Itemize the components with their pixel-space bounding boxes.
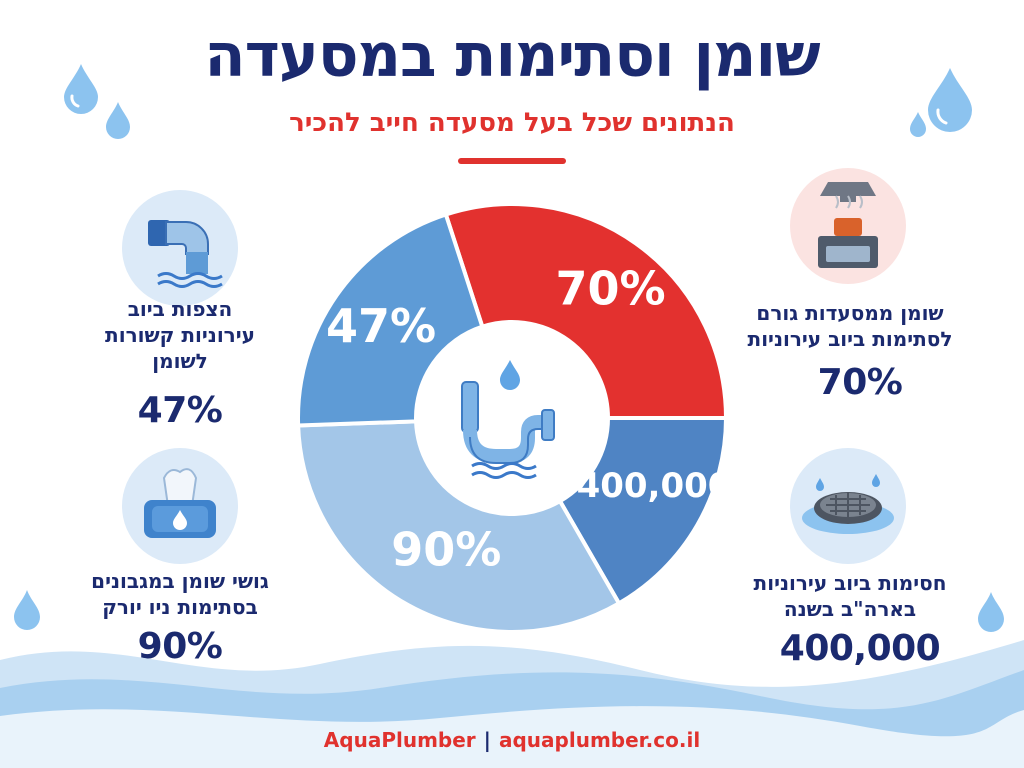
sewer-overflows-value: 47% [137,390,223,431]
water-drop-icon [928,68,972,132]
wipes-icon [122,448,238,564]
donut-slice-label: 70% [555,261,665,315]
page-title: שומן וסתימות במסעדה [204,21,820,91]
water-waves [0,640,1024,768]
sewer-overflows-line3: לשומן [152,349,208,373]
stove-icon [790,168,906,284]
blockages-line1: חסימות ביוב עירוניות [753,571,947,595]
grease-wipes-line2: בסתימות ניו יורק [102,595,258,619]
grease-wipes-line1: גושי שומן במגבונים [91,569,269,593]
footer-website-link[interactable]: aquaplumber.co.il [498,728,701,752]
title-divider [458,158,566,164]
pipe-outflow-icon [122,190,238,306]
blockages-label: חסימות ביוב עירוניות בארה"ב בשנה [730,570,970,622]
donut-hole [416,322,608,514]
restaurant-grease-line1: שומן ממסעדות גורם [756,301,944,325]
drain-pipe-icon [461,360,555,479]
water-drop-icon [106,102,130,139]
blockages-value: 400,000 [779,628,941,669]
water-drop-icon [910,112,926,137]
sewer-overflows-line1: הצפות ביוב [127,297,233,321]
footer: AquaPlumber | aquaplumber.co.il [0,728,1024,752]
water-drop-icon [64,64,98,114]
donut-slice-label: 400,000 [577,466,728,506]
restaurant-grease-value: 70% [817,362,903,403]
grease-wipes-label: גושי שומן במגבונים בסתימות ניו יורק [72,568,288,620]
donut-chart: 70% 400,000 90% 47% [296,202,731,634]
donut-slice-label: 90% [391,522,501,576]
donut-chart-svg: 70% 400,000 90% 47% [296,202,731,634]
sewer-overflows-label: הצפות ביוב עירוניות קשורות לשומן [92,296,268,374]
page-subtitle: הנתונים שכל בעל מסעדה חייב להכיר [289,108,735,138]
footer-brand: AquaPlumber [323,728,476,752]
restaurant-grease-label: שומן ממסעדות גורם לסתימות ביוב עירוניות [730,300,970,352]
footer-separator: | [483,728,491,752]
restaurant-grease-line2: לסתימות ביוב עירוניות [747,327,953,351]
sewer-overflows-line2: עירוניות קשורות [105,323,255,347]
water-drop-icon [978,592,1004,632]
donut-slice-label: 47% [326,299,436,353]
drain-grate-icon [790,448,906,564]
water-drop-icon [14,590,40,630]
blockages-line2: בארה"ב בשנה [783,597,917,621]
